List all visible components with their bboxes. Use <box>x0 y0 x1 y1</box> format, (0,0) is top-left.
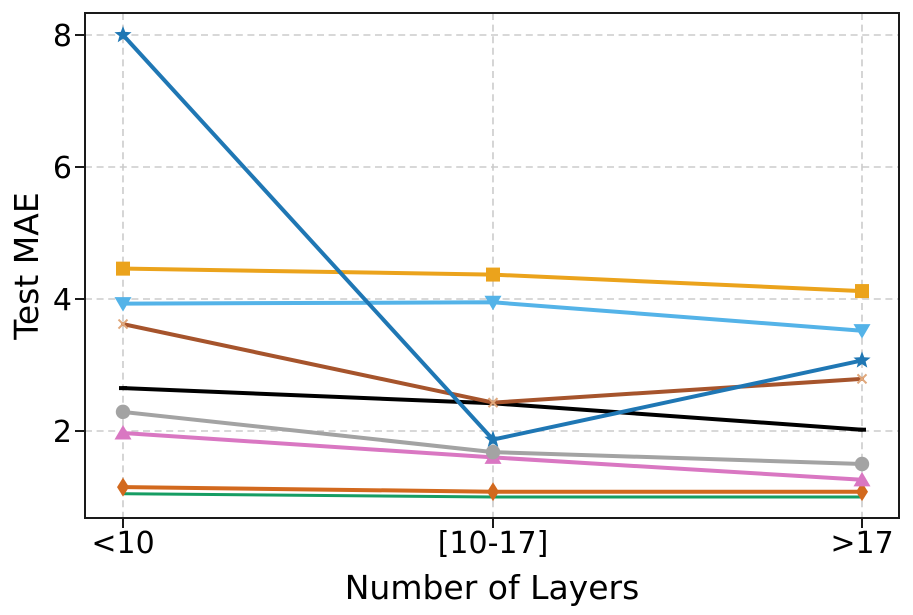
x-tick-label: <10 <box>91 526 154 561</box>
y-axis-label: Test MAE <box>7 192 46 340</box>
y-tick-label: 2 <box>53 415 72 450</box>
x-tick-label: >17 <box>830 526 893 561</box>
series-8 <box>114 26 871 447</box>
circle-marker <box>854 456 870 472</box>
series-1 <box>117 477 868 502</box>
diamond-marker <box>117 477 129 497</box>
x-marker <box>117 318 129 330</box>
x-marker <box>487 397 499 408</box>
square-marker <box>116 261 130 276</box>
triangle-down-marker <box>114 297 132 312</box>
series-7 <box>116 261 869 299</box>
triangle-down-marker <box>484 295 502 311</box>
triangle-up-marker <box>853 471 871 487</box>
triangle-down-marker <box>853 324 871 339</box>
series-3 <box>115 404 870 472</box>
triangle-up-marker <box>114 424 132 440</box>
data-series-layer <box>114 26 871 502</box>
square-marker <box>486 267 500 282</box>
square-marker <box>855 284 869 299</box>
x-tick-label: [10-17] <box>438 526 549 561</box>
tick-marker <box>858 427 866 432</box>
tick-marker <box>119 386 127 391</box>
series-6 <box>114 295 871 339</box>
circle-marker <box>485 444 501 460</box>
x-marker <box>856 373 868 385</box>
circle-marker <box>115 404 131 420</box>
y-tick-label: 4 <box>53 283 72 318</box>
diamond-marker <box>487 482 499 502</box>
axis-ticks <box>75 34 863 528</box>
y-tick-label: 6 <box>53 151 72 186</box>
diamond-marker <box>856 482 868 502</box>
star-marker <box>853 351 871 368</box>
y-tick-label: 8 <box>53 19 72 54</box>
x-axis-label: Number of Layers <box>345 568 640 607</box>
star-marker <box>484 430 502 447</box>
tick-labels: 2 4 6 8 <10 [10-17] >17 <box>53 19 894 561</box>
star-marker <box>114 26 132 43</box>
